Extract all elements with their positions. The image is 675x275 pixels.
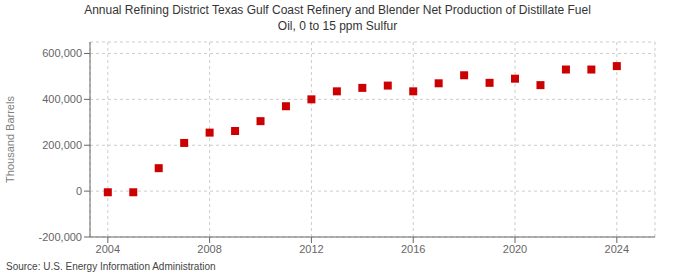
html-text:Annual Refining District Texas: Annual Refining District Texas Gulf Coas… xyxy=(84,3,591,17)
svg-text:-200,000: -200,000 xyxy=(39,231,82,243)
svg-text:2024: 2024 xyxy=(605,243,629,255)
svg-text:2020: 2020 xyxy=(503,243,527,255)
svg-text:400,000: 400,000 xyxy=(42,93,82,105)
html-text:Oil, 0 to 15 ppm Sulfur: Oil, 0 to 15 ppm Sulfur xyxy=(277,19,398,33)
svg-text:Thousand Barrels: Thousand Barrels xyxy=(4,96,16,183)
svg-text:2008: 2008 xyxy=(197,243,221,255)
svg-text:0: 0 xyxy=(76,185,82,197)
svg-text:600,000: 600,000 xyxy=(42,47,82,59)
svg-text:200,000: 200,000 xyxy=(42,139,82,151)
svg-text:2004: 2004 xyxy=(96,243,120,255)
svg-text:2012: 2012 xyxy=(299,243,323,255)
svg-text:2016: 2016 xyxy=(401,243,425,255)
html-text:Source: U.S. Energy Informatio: Source: U.S. Energy Information Administ… xyxy=(6,261,216,272)
